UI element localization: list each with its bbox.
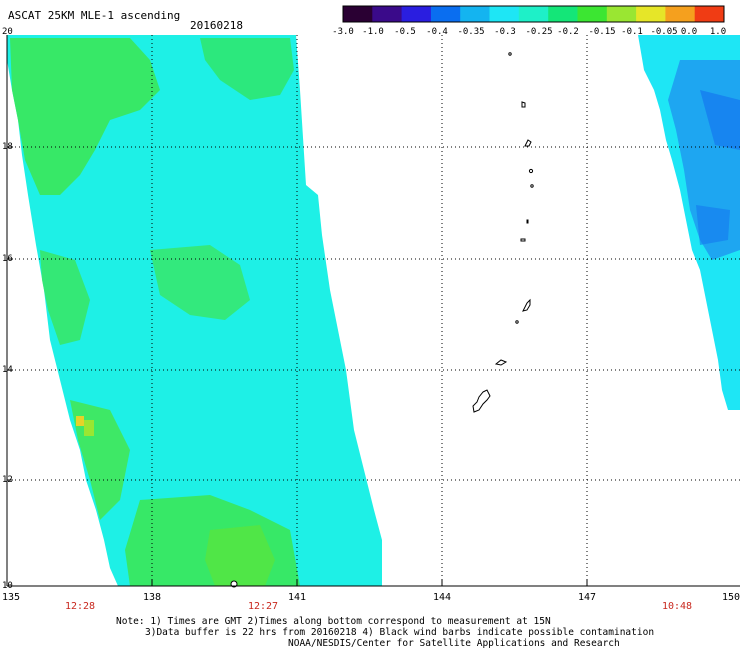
pass-time-left: 12:28	[64, 601, 96, 612]
colorbar-tick-label: -3.0	[332, 27, 354, 37]
colorbar-swatch	[518, 6, 549, 22]
swath-left-green-patch	[40, 250, 90, 345]
footer-note-line2: 3)Data buffer is 22 hrs from 20160218 4)…	[145, 627, 655, 638]
colorbar-swatch	[401, 6, 432, 22]
colorbar-tick-label: 0.0	[680, 27, 698, 37]
colorbar-swatch	[606, 6, 637, 22]
colorbar-swatch	[577, 6, 608, 22]
colorbar-swatch	[343, 6, 373, 22]
colorbar-swatch	[665, 6, 696, 22]
colorbar-tick-label: -0.15	[588, 27, 616, 37]
lat-label-10: 10	[2, 581, 13, 591]
colorbar-tick-label: -1.0	[362, 27, 384, 37]
lon-label-141: 141	[287, 592, 307, 603]
colorbar-tick-label: -0.3	[494, 27, 516, 37]
footer-note-line1: Note: 1) Times are GMT 2)Times along bot…	[116, 616, 551, 627]
colorbar-swatch	[460, 6, 490, 22]
product-title: ASCAT 25KM MLE-1 ascending	[8, 9, 181, 22]
lat-label-12: 12	[2, 475, 13, 485]
colorbar-tick-label: -0.35	[457, 27, 485, 37]
island-saipan	[522, 298, 531, 312]
colorbar-swatch	[489, 6, 520, 22]
axis-ticks	[7, 146, 588, 586]
colorbar-tick-label: -0.05	[650, 27, 678, 37]
colorbar-swatch	[430, 6, 461, 22]
island-farallon	[508, 52, 512, 56]
island-guam	[472, 389, 491, 413]
island-alamagan	[528, 168, 534, 174]
swath-left-yellowgreen-spot	[84, 420, 94, 436]
lon-label-135: 135	[2, 592, 21, 603]
island-aguijan	[515, 320, 519, 324]
colorbar-tick-label: 1.0	[709, 27, 727, 37]
swath-left-green-patch	[150, 245, 250, 320]
island-sarigan	[526, 219, 529, 224]
colorbar-tick-label: -0.2	[557, 27, 579, 37]
island-rota	[494, 359, 508, 366]
swath-left-green-patch	[205, 525, 275, 586]
colorbar-tick-label: -0.5	[394, 27, 416, 37]
lon-label-144: 144	[432, 592, 452, 603]
lon-label-150: 150	[721, 592, 740, 603]
colorbar-tick-label: -0.4	[426, 27, 448, 37]
island-maug	[521, 101, 526, 108]
footer-credit: NOAA/NESDIS/Center for Satellite Applica…	[288, 638, 620, 649]
swath-left-green-patch	[10, 38, 160, 195]
colorbar-frame	[342, 5, 725, 23]
island-pagan	[524, 139, 532, 147]
lat-label-14: 14	[2, 365, 13, 375]
swath-right-blue-patch	[696, 205, 730, 245]
colorbar-swatch	[548, 6, 578, 22]
pass-time-right: 10:48	[661, 601, 693, 612]
swath-left-green-patch	[200, 38, 294, 100]
swath-left	[7, 35, 382, 586]
lat-label-16: 16	[2, 254, 13, 264]
product-date: 20160218	[190, 19, 243, 32]
swath-right-blue-patch	[700, 90, 740, 150]
island-guguan	[530, 184, 534, 188]
colorbar-swatch	[372, 6, 403, 22]
colorbar-swatch	[636, 6, 666, 22]
map-frame	[6, 35, 740, 587]
swath-right	[638, 35, 740, 410]
colorbar	[342, 5, 725, 23]
lon-label-147: 147	[577, 592, 597, 603]
colorbar-tick-label: -0.25	[525, 27, 553, 37]
swath-left-yellow-spot	[76, 416, 84, 426]
island-anatahan	[520, 238, 526, 242]
pass-time-center: 12:27	[247, 601, 279, 612]
lon-label-138: 138	[142, 592, 162, 603]
colorbar-tick-label: -0.1	[621, 27, 643, 37]
lat-label-18: 18	[2, 142, 13, 152]
colorbar-swatch	[694, 6, 725, 22]
lat-label-20: 20	[2, 27, 13, 37]
